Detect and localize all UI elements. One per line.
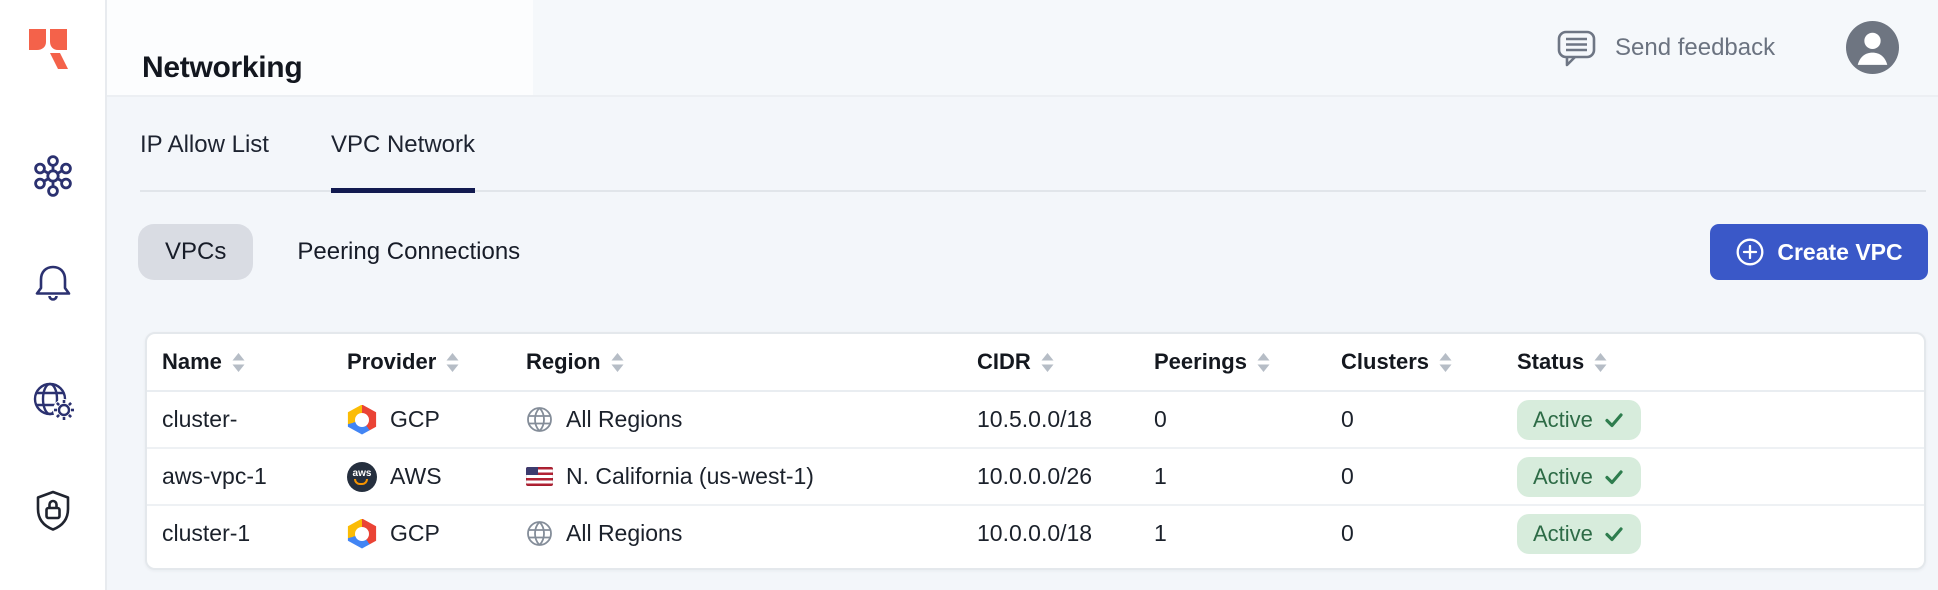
column-header-status[interactable]: Status: [1517, 349, 1924, 375]
vpc-table: Name Provider Region CIDR Peerings: [145, 332, 1926, 570]
create-vpc-label: Create VPC: [1777, 238, 1903, 265]
status-badge: Active: [1517, 513, 1641, 554]
create-vpc-button[interactable]: Create VPC: [1710, 224, 1928, 280]
check-icon: [1605, 469, 1623, 484]
sort-icon: [446, 352, 459, 372]
top-header: Networking Send feedback: [107, 0, 1938, 97]
check-icon: [1605, 526, 1623, 541]
us-flag-icon: [526, 467, 553, 486]
feedback-bubble-icon: [1557, 30, 1596, 66]
vpc-name: aws-vpc-1: [162, 463, 267, 489]
region-name: All Regions: [566, 406, 683, 432]
provider-cell: aws AWS: [347, 461, 526, 492]
status-cell: Active: [1517, 399, 1924, 440]
view-option-vpcs[interactable]: VPCs: [138, 224, 254, 280]
column-header-clusters[interactable]: Clusters: [1341, 349, 1517, 375]
sort-icon: [232, 352, 245, 372]
table-row[interactable]: cluster- aws GCP All Regions 10.5.0.0/18…: [147, 392, 1924, 449]
title-backdrop: [107, 0, 533, 95]
sort-icon: [611, 352, 624, 372]
check-icon: [1605, 412, 1623, 427]
user-avatar[interactable]: [1846, 21, 1899, 74]
tab-vpc-network[interactable]: VPC Network: [330, 97, 476, 193]
column-header-peerings[interactable]: Peerings: [1154, 349, 1341, 375]
yugabyte-logo[interactable]: [22, 22, 74, 74]
tabs-divider: [140, 190, 1926, 192]
sort-icon: [1594, 352, 1607, 372]
peerings-count: 1: [1154, 520, 1167, 546]
column-header-name[interactable]: Name: [162, 349, 347, 375]
column-header-provider[interactable]: Provider: [347, 349, 526, 375]
provider-name: GCP: [390, 520, 440, 546]
cidr-value: 10.0.0.0/26: [977, 463, 1093, 489]
page-tabs: IP Allow List VPC Network: [140, 97, 476, 193]
region-cell: All Regions: [526, 520, 977, 547]
clusters-count: 0: [1341, 406, 1354, 432]
clusters-count: 0: [1341, 520, 1354, 546]
view-toggle: VPCs Peering Connections: [138, 224, 520, 280]
clusters-count: 0: [1341, 463, 1354, 489]
globe-icon: [527, 407, 552, 432]
page-title: Networking: [142, 51, 303, 85]
gcp-icon: [347, 518, 377, 549]
gcp-icon: [347, 404, 377, 435]
vpc-name: cluster-: [162, 406, 238, 432]
sort-icon: [1257, 352, 1270, 372]
sort-icon: [1041, 352, 1054, 372]
table-row[interactable]: cluster-1 aws GCP All Regions 10.0.0.0/1…: [147, 506, 1924, 561]
provider-name: GCP: [390, 406, 440, 432]
table-row[interactable]: aws-vpc-1 aws AWS N. California (us-west…: [147, 449, 1924, 506]
region-cell: N. California (us-west-1): [526, 463, 977, 490]
provider-cell: aws GCP: [347, 404, 526, 435]
cidr-value: 10.5.0.0/18: [977, 406, 1093, 432]
region-name: All Regions: [566, 520, 683, 546]
table-header-row: Name Provider Region CIDR Peerings: [147, 334, 1924, 392]
cidr-value: 10.0.0.0/18: [977, 520, 1093, 546]
region-cell: All Regions: [526, 406, 977, 433]
view-option-peering-connections[interactable]: Peering Connections: [297, 238, 521, 265]
status-badge: Active: [1517, 399, 1641, 440]
send-feedback-label: Send feedback: [1615, 33, 1776, 61]
aws-icon: aws: [347, 461, 377, 492]
globe-gear-icon[interactable]: [30, 377, 76, 423]
plus-circle-icon: [1736, 238, 1764, 266]
status-badge: Active: [1517, 456, 1641, 497]
bell-icon[interactable]: [30, 260, 76, 306]
send-feedback-button[interactable]: Send feedback: [1556, 0, 1775, 95]
sidebar: [0, 0, 107, 590]
peerings-count: 1: [1154, 463, 1167, 489]
vpc-name: cluster-1: [162, 520, 251, 546]
tab-ip-allow-list[interactable]: IP Allow List: [140, 131, 269, 158]
column-header-cidr[interactable]: CIDR: [977, 349, 1154, 375]
table-body: cluster- aws GCP All Regions 10.5.0.0/18…: [147, 392, 1924, 561]
globe-icon: [527, 521, 552, 546]
shield-lock-icon[interactable]: [30, 487, 76, 533]
peerings-count: 0: [1154, 406, 1167, 432]
cluster-hub-icon[interactable]: [30, 153, 76, 199]
provider-name: AWS: [390, 463, 442, 489]
status-cell: Active: [1517, 513, 1924, 554]
region-name: N. California (us-west-1): [566, 463, 814, 489]
sort-icon: [1439, 352, 1452, 372]
status-cell: Active: [1517, 456, 1924, 497]
provider-cell: aws GCP: [347, 518, 526, 549]
column-header-region[interactable]: Region: [526, 349, 977, 375]
